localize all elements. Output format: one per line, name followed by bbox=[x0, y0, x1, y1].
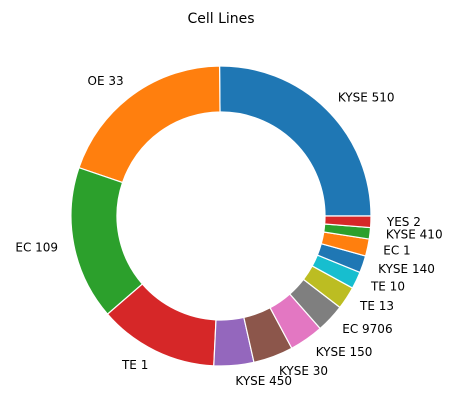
label-oe-33: OE 33 bbox=[88, 74, 124, 88]
slice-yes-2 bbox=[324, 215, 372, 229]
label-kyse-510: KYSE 510 bbox=[338, 91, 395, 105]
slices-group bbox=[70, 65, 372, 367]
label-ec-1: EC 1 bbox=[383, 243, 410, 257]
label-te-1: TE 1 bbox=[121, 358, 148, 372]
label-kyse-30: KYSE 30 bbox=[279, 364, 328, 378]
label-te-13: TE 13 bbox=[359, 299, 394, 313]
slice-kyse-510 bbox=[218, 65, 372, 217]
label-yes-2: YES 2 bbox=[386, 215, 421, 229]
label-kyse-410: KYSE 410 bbox=[386, 228, 443, 242]
label-kyse-450: KYSE 450 bbox=[235, 374, 292, 388]
label-kyse-150: KYSE 150 bbox=[316, 345, 373, 359]
label-ec-109: EC 109 bbox=[15, 240, 58, 254]
label-ec-9706: EC 9706 bbox=[342, 322, 392, 336]
label-kyse-140: KYSE 140 bbox=[378, 262, 435, 276]
label-te-10: TE 10 bbox=[370, 280, 405, 294]
chart-title: Cell Lines bbox=[187, 11, 254, 27]
slice-ec-109 bbox=[70, 166, 144, 315]
